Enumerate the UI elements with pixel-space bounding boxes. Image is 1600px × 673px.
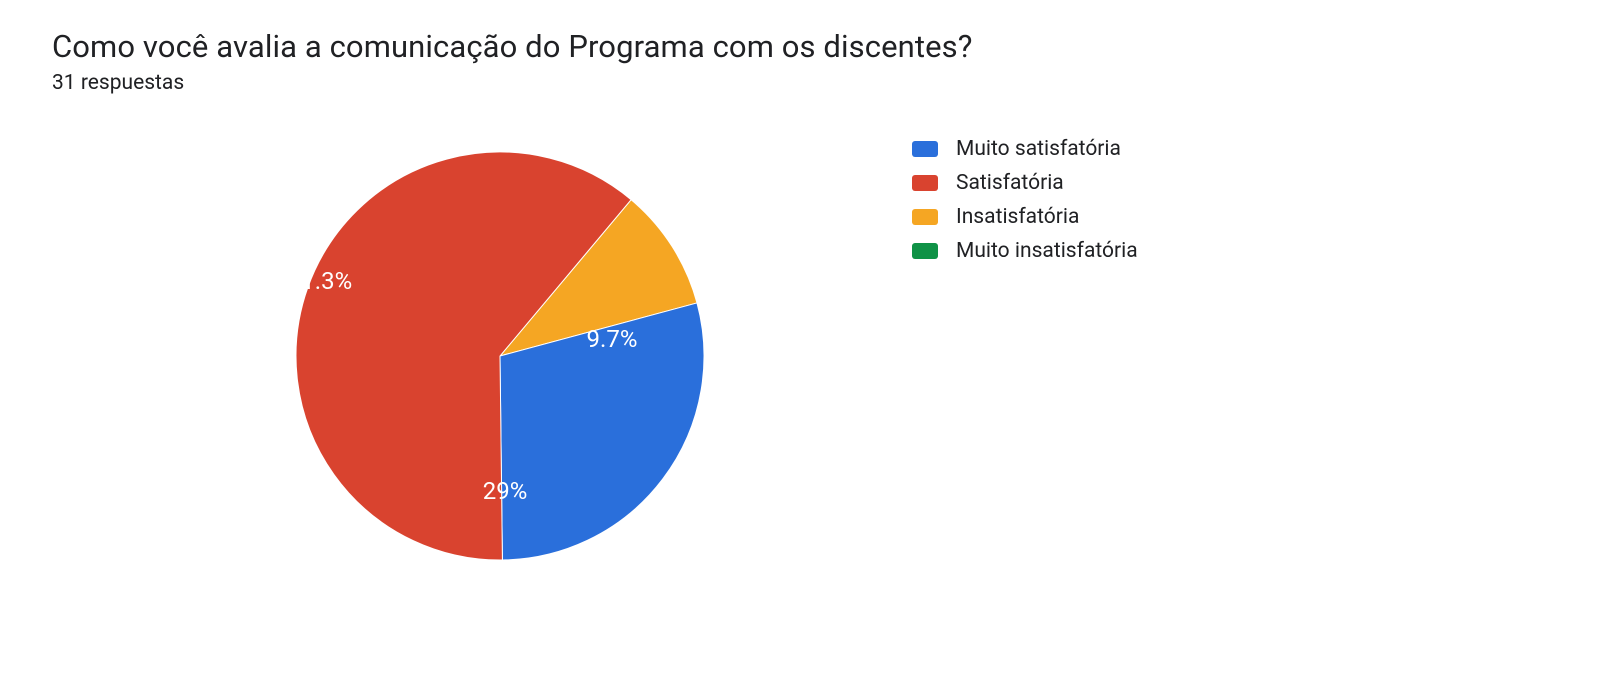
legend-label: Muito insatisfatória bbox=[956, 239, 1138, 263]
chart-container: Como você avalia a comunicação do Progra… bbox=[0, 0, 1600, 673]
pie-slice-label: 9.7% bbox=[587, 325, 638, 353]
pie-chart: 9.7% 29% 61.3% bbox=[52, 131, 802, 581]
legend-swatch bbox=[912, 209, 938, 225]
legend: Muito satisfatória Satisfatória Insatisfat… bbox=[912, 137, 1138, 273]
pie-slice-label: 61.3% bbox=[288, 267, 352, 295]
pie-slice-label: 29% bbox=[483, 477, 528, 505]
legend-item[interactable]: Insatisfatória bbox=[912, 205, 1138, 229]
legend-item[interactable]: Muito insatisfatória bbox=[912, 239, 1138, 263]
legend-item[interactable]: Satisfatória bbox=[912, 171, 1138, 195]
legend-label: Satisfatória bbox=[956, 171, 1064, 195]
legend-swatch bbox=[912, 175, 938, 191]
legend-swatch bbox=[912, 141, 938, 157]
legend-item[interactable]: Muito satisfatória bbox=[912, 137, 1138, 161]
pie-svg bbox=[52, 131, 802, 581]
response-count: 31 respuestas bbox=[52, 71, 1548, 95]
chart-area: 9.7% 29% 61.3% Muito satisfatória Satisfató… bbox=[52, 131, 1548, 581]
legend-label: Muito satisfatória bbox=[956, 137, 1121, 161]
legend-label: Insatisfatória bbox=[956, 205, 1079, 229]
chart-title: Como você avalia a comunicação do Progra… bbox=[52, 28, 1548, 65]
legend-swatch bbox=[912, 243, 938, 259]
